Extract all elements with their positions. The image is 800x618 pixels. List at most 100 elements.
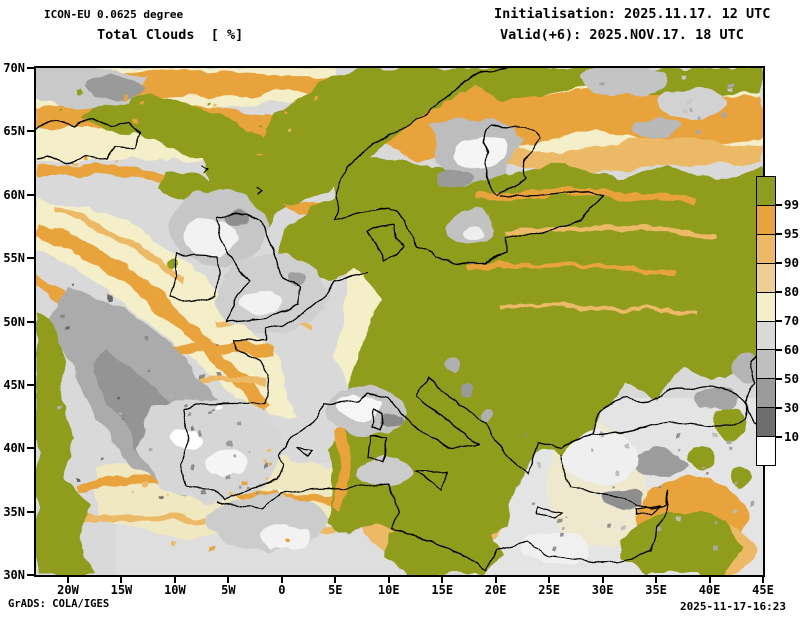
colorbar-segment [757, 379, 775, 409]
colorbar [756, 176, 776, 466]
lon-label: 45E [752, 583, 774, 597]
colorbar-tick [776, 204, 782, 206]
coast-west-europe [179, 272, 368, 500]
colorbar-segment [757, 408, 775, 438]
coast-bothnia [483, 124, 542, 197]
lon-tick [173, 577, 176, 583]
initialisation-time: Initialisation: 2025.11.17. 12 UTC [494, 6, 771, 22]
lon-tick [601, 577, 604, 583]
colorbar-tick [776, 233, 782, 235]
colorbar-tick [776, 291, 782, 293]
coast-iberia-med [223, 400, 358, 500]
cloud-cover-map [36, 68, 763, 575]
coast-italy [356, 376, 593, 475]
coast-gulf-finland [431, 189, 604, 265]
product-title: Total Clouds [ %] [97, 27, 244, 43]
coast-crete [535, 507, 564, 519]
lat-label: 45N [3, 377, 25, 392]
coast-balearics [297, 447, 312, 457]
model-title: ICON-EU 0.0625 degree [44, 8, 184, 21]
lon-label: 20E [484, 583, 507, 597]
colorbar-segment [757, 234, 775, 264]
lat-tick [27, 257, 34, 260]
lon-tick [655, 577, 658, 583]
coastlines [36, 68, 763, 572]
coast-ireland [170, 253, 220, 304]
cloud-field [36, 68, 763, 575]
lat-label: 65N [3, 124, 25, 139]
coast-skagerrak [334, 206, 433, 253]
lon-tick [494, 577, 497, 583]
colorbar-level-label: 70 [784, 313, 800, 328]
colorbar-segment [757, 350, 775, 380]
grads-credit: GrADS: COLA/IGES [8, 598, 110, 610]
lat-tick [27, 67, 34, 69]
colorbar-tick [776, 320, 782, 322]
colorbar-level-label: 30 [784, 400, 800, 415]
colorbar-tick [776, 436, 782, 438]
colorbar-segment [757, 321, 775, 351]
colorbar-tick [776, 262, 782, 264]
lon-tick [387, 577, 390, 583]
colorbar-level-label: 60 [784, 342, 800, 357]
colorbar-segment [757, 263, 775, 293]
lon-label: 10E [377, 583, 400, 597]
lon-label: 15W [110, 583, 133, 597]
lat-label: 60N [3, 187, 25, 202]
coast-sardinia [367, 435, 388, 463]
colorbar-segment [757, 177, 775, 206]
lat-label: 55N [3, 251, 25, 266]
coast-sicily [415, 470, 449, 491]
lon-tick [334, 577, 337, 583]
lon-tick [67, 577, 69, 583]
map-area [34, 66, 765, 577]
lat-tick [27, 193, 34, 196]
lon-tick [280, 577, 283, 583]
lon-tick [548, 577, 551, 583]
colorbar-tick [776, 407, 782, 409]
lon-label: 20W [57, 583, 79, 597]
coast-denmark [366, 223, 406, 262]
colorbar-level-label: 10 [784, 429, 800, 444]
plot-timestamp: 2025-11-17-16:23 [680, 600, 786, 613]
lon-label: 40E [698, 583, 721, 597]
lat-tick [27, 383, 34, 386]
lon-label: 35E [645, 583, 667, 597]
coast-iceland [36, 117, 141, 165]
valid-time: Valid(+6): 2025.NOV.17. 18 UTC [500, 27, 744, 43]
lon-label: 5W [221, 583, 236, 597]
lon-tick [708, 577, 711, 583]
colorbar-level-label: 99.5 [784, 197, 800, 212]
lat-tick [27, 130, 34, 133]
lat-label: 70N [3, 61, 25, 75]
lon-tick [762, 577, 764, 583]
lon-label: 30E [591, 583, 614, 597]
coast-turkey-levant [559, 454, 670, 509]
lon-label: 25E [538, 583, 560, 597]
colorbar-level-label: 90 [784, 255, 800, 270]
lat-label: 35N [3, 504, 25, 519]
colorbar-level-label: 95 [784, 226, 800, 241]
lat-tick [27, 510, 34, 513]
coast-black-sea [591, 386, 748, 435]
coast-shetland [255, 186, 263, 196]
colorbar-level-label: 80 [784, 284, 800, 299]
lat-label: 50N [3, 314, 25, 329]
lon-label: 0 [278, 583, 286, 597]
coast-cyprus [634, 504, 660, 516]
colorbar-segment [757, 205, 775, 235]
lat-tick [27, 320, 34, 323]
lon-tick [227, 577, 230, 583]
colorbar-segment [757, 437, 775, 466]
colorbar-tick [776, 349, 782, 351]
lon-label: 5E [328, 583, 343, 597]
coast-norway [334, 68, 507, 221]
lon-label: 15E [431, 583, 454, 597]
colorbar-tick [776, 378, 782, 380]
coast-north-africa [217, 483, 670, 572]
lon-label: 10W [164, 583, 186, 597]
lat-label: 40N [3, 441, 25, 456]
colorbar-level-label: 50 [784, 371, 800, 386]
coast-faroe [201, 165, 209, 174]
